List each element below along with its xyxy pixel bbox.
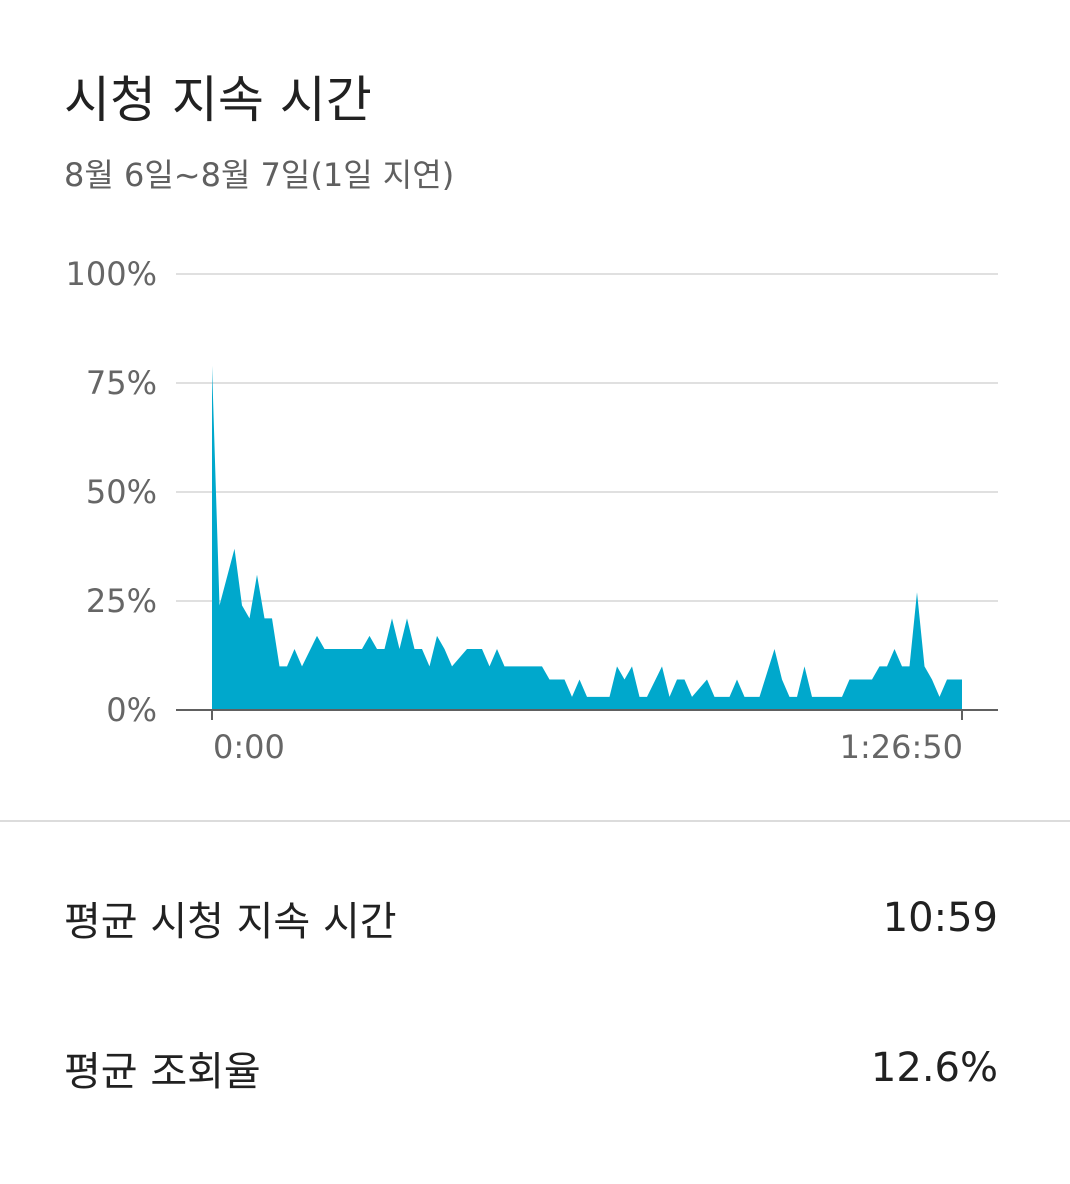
- retention-area-series: [212, 365, 962, 710]
- y-tick-label: 0%: [106, 691, 157, 729]
- x-tick-label: 1:26:50: [840, 728, 963, 766]
- stat-value: 12.6%: [870, 1045, 998, 1091]
- page-title: 시청 지속 시간: [64, 71, 372, 129]
- x-tick-label: 0:00: [213, 728, 285, 766]
- y-tick-label: 75%: [86, 364, 157, 402]
- stat-label: 평균 시청 지속 시간: [64, 899, 397, 945]
- date-range-subtitle: 8월 6일~8월 7일(1일 지연): [64, 156, 455, 194]
- stat-row-avg-view-duration: 평균 시청 지속 시간 10:59: [64, 888, 998, 948]
- audience-retention-chart: 100% 75% 50% 25% 0% 0:00 1:26:50: [66, 255, 998, 766]
- y-tick-label: 100%: [66, 255, 157, 293]
- stat-value: 10:59: [882, 895, 998, 941]
- y-tick-label: 25%: [86, 582, 157, 620]
- stat-label: 평균 조회율: [64, 1049, 261, 1095]
- y-tick-label: 50%: [86, 473, 157, 511]
- stat-row-avg-percentage-viewed: 평균 조회율 12.6%: [64, 1038, 998, 1098]
- section-divider: [0, 820, 1070, 822]
